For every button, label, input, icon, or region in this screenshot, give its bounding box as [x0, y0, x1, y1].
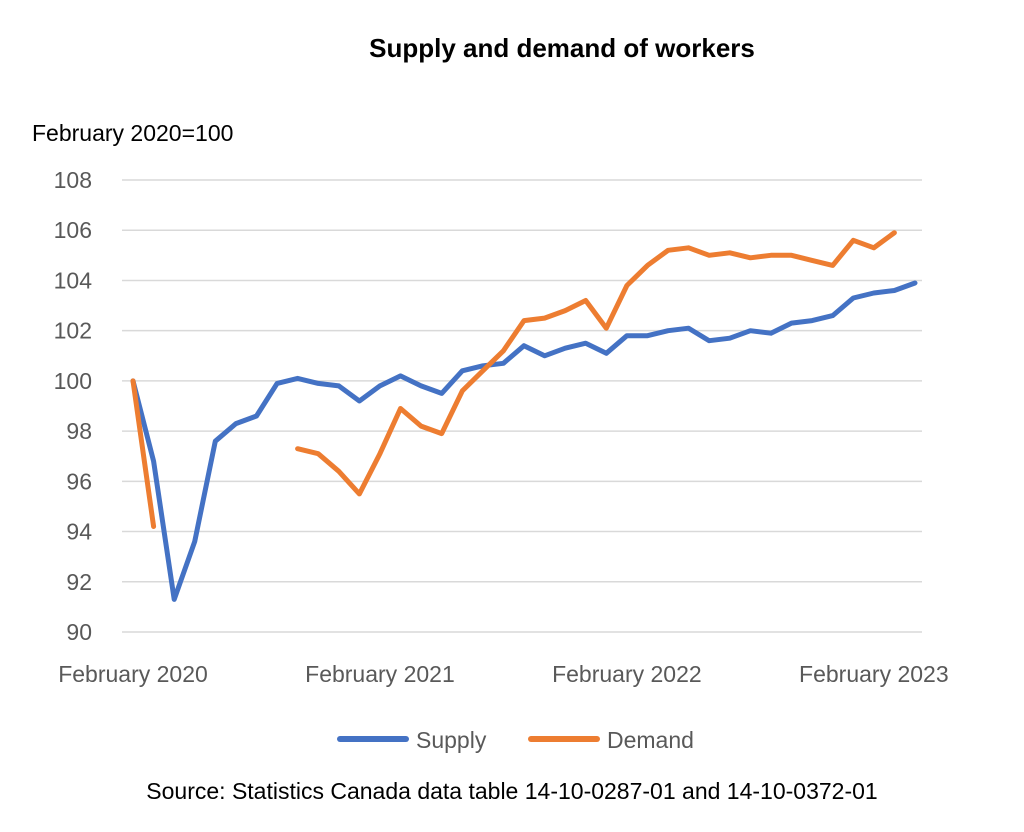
y-axis-tick-labels: 90 92 94 96 98 100 102 104 106 108 — [54, 167, 93, 645]
data-series — [130, 230, 918, 602]
y-tick-label: 106 — [54, 217, 92, 243]
legend: Supply Demand — [337, 727, 694, 753]
y-tick-label: 90 — [66, 619, 92, 645]
y-axis-unit-label: February 2020=100 — [32, 120, 233, 146]
y-tick-label: 94 — [66, 519, 92, 545]
y-tick-label: 104 — [54, 267, 93, 293]
x-tick-label: February 2023 — [799, 661, 949, 687]
y-tick-label: 102 — [54, 318, 92, 344]
gridlines — [122, 179, 922, 633]
y-tick-label: 96 — [66, 468, 92, 494]
y-tick-label: 92 — [66, 569, 92, 595]
demand-line — [295, 230, 897, 497]
x-tick-label: February 2022 — [552, 661, 702, 687]
series-supply — [130, 280, 918, 602]
series-demand — [130, 230, 897, 529]
legend-label-supply: Supply — [416, 727, 487, 753]
chart-title: Supply and demand of workers — [369, 33, 755, 63]
y-tick-label: 108 — [54, 167, 92, 193]
x-axis-tick-labels: February 2020 February 2021 February 2022 F… — [58, 661, 948, 687]
supply-line — [130, 280, 918, 602]
x-tick-label: February 2021 — [305, 661, 455, 687]
y-tick-label: 100 — [54, 368, 92, 394]
demand-line — [130, 378, 157, 529]
source-note: Source: Statistics Canada data table 14-… — [146, 778, 877, 804]
x-tick-label: February 2020 — [58, 661, 208, 687]
legend-label-demand: Demand — [607, 727, 694, 753]
y-tick-label: 98 — [66, 418, 92, 444]
